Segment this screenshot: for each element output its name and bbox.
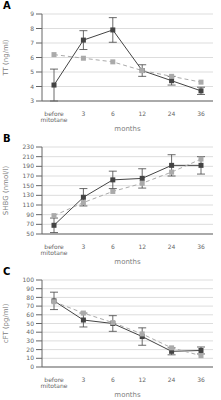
svg-text:3: 3 <box>30 97 34 104</box>
svg-text:36: 36 <box>197 110 205 117</box>
svg-text:24: 24 <box>168 243 176 250</box>
svg-text:9: 9 <box>30 10 34 17</box>
svg-text:months: months <box>114 258 141 266</box>
svg-text:110: 110 <box>23 201 35 208</box>
svg-text:50: 50 <box>26 320 34 327</box>
svg-text:3: 3 <box>81 243 85 250</box>
svg-text:170: 170 <box>23 172 35 179</box>
svg-text:7: 7 <box>30 39 34 46</box>
svg-text:50: 50 <box>26 230 34 237</box>
svg-text:24: 24 <box>168 376 176 383</box>
svg-text:0: 0 <box>30 363 34 370</box>
svg-text:months: months <box>114 391 141 399</box>
svg-text:40: 40 <box>26 328 34 335</box>
svg-text:8: 8 <box>30 25 34 32</box>
html-text:A: A <box>3 0 11 11</box>
svg-text:24: 24 <box>168 110 176 117</box>
svg-text:80: 80 <box>26 294 34 301</box>
svg-text:12: 12 <box>138 243 146 250</box>
svg-text:SHBG (nmol/l): SHBG (nmol/l) <box>8 166 10 216</box>
svg-text:230: 230 <box>23 143 35 150</box>
svg-text:12: 12 <box>138 376 146 383</box>
svg-text:210: 210 <box>23 153 35 160</box>
svg-text:beforemitotane: beforemitotane <box>40 243 67 257</box>
svg-text:150: 150 <box>23 182 35 189</box>
svg-text:TT (ng/ml): TT (ng/ml) <box>8 39 10 76</box>
svg-text:70: 70 <box>26 220 34 227</box>
svg-text:6: 6 <box>30 54 34 61</box>
svg-text:30: 30 <box>26 337 34 344</box>
svg-text:130: 130 <box>23 191 35 198</box>
svg-text:90: 90 <box>26 211 34 218</box>
svg-text:beforemitotane: beforemitotane <box>40 376 67 390</box>
svg-text:6: 6 <box>111 110 115 117</box>
html-text:B: B <box>3 133 11 144</box>
svg-text:90: 90 <box>26 285 34 292</box>
svg-text:190: 190 <box>23 162 35 169</box>
svg-text:4: 4 <box>30 83 34 90</box>
svg-text:70: 70 <box>26 302 34 309</box>
svg-text:36: 36 <box>197 376 205 383</box>
svg-text:20: 20 <box>26 346 34 353</box>
svg-text:60: 60 <box>26 311 34 318</box>
svg-text:3: 3 <box>81 110 85 117</box>
svg-text:6: 6 <box>111 243 115 250</box>
svg-text:5: 5 <box>30 68 34 75</box>
svg-text:months: months <box>114 125 141 133</box>
svg-text:cFT (pg/ml): cFT (pg/ml) <box>8 303 10 343</box>
svg-text:100: 100 <box>23 276 35 283</box>
html-text:C: C <box>3 266 11 277</box>
svg-text:10: 10 <box>26 354 34 361</box>
svg-text:12: 12 <box>138 110 146 117</box>
svg-text:beforemitotane: beforemitotane <box>40 110 67 124</box>
svg-text:36: 36 <box>197 243 205 250</box>
svg-text:3: 3 <box>81 376 85 383</box>
svg-text:6: 6 <box>111 376 115 383</box>
